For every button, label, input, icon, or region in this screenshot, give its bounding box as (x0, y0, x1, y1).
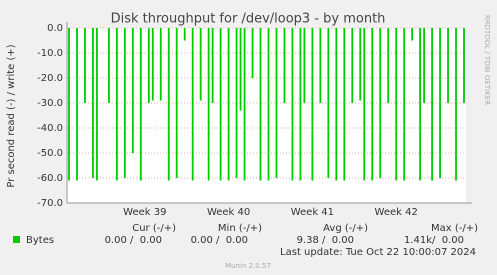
summary-header: Avg (-/+) (323, 223, 368, 234)
bar (239, 28, 242, 111)
last-update: Last update: Tue Oct 22 10:00:07 2024 (280, 247, 476, 258)
summary-value: 9.38 / 0.00 (297, 235, 354, 246)
bar (363, 28, 366, 181)
bar (235, 28, 238, 178)
bar (299, 28, 302, 181)
bar (431, 28, 433, 181)
y-tick-label: -40.0 (37, 123, 63, 134)
bar (291, 28, 294, 181)
bar (455, 28, 457, 181)
bar (183, 28, 186, 41)
bar (419, 28, 422, 181)
bar (319, 28, 322, 103)
y-tick-label: -10.0 (37, 48, 63, 59)
y-axis-label: Pr second read (-) / write (+) (6, 44, 17, 187)
summary-value: 1.41k/ 0.00 (404, 235, 464, 246)
bar (151, 28, 154, 101)
bar (131, 28, 134, 153)
y-tick-label: -30.0 (37, 98, 63, 109)
bar (199, 28, 202, 101)
bar (411, 28, 414, 41)
bar (343, 28, 346, 181)
bar (423, 28, 426, 103)
bar (76, 28, 78, 181)
bar (167, 28, 170, 181)
bar (123, 28, 126, 178)
bar (303, 28, 306, 103)
bar (68, 28, 70, 181)
bar (175, 28, 178, 178)
bar (351, 28, 354, 103)
legend-swatch (13, 236, 20, 243)
y-tick-label: -60.0 (37, 173, 63, 184)
summary-header: Min (-/+) (218, 223, 262, 234)
bar (219, 28, 222, 181)
bar (275, 28, 278, 178)
bar (211, 28, 214, 103)
x-tick-label: Week 41 (291, 207, 334, 218)
bar (335, 28, 338, 181)
summary-header: Cur (-/+) (132, 223, 176, 234)
bar (92, 28, 94, 178)
bar (311, 28, 314, 181)
bar (84, 28, 86, 103)
bar (403, 28, 406, 181)
bar (115, 28, 118, 181)
side-text: RRDTOOL / TOBI OETIKER (483, 15, 491, 105)
bar (107, 28, 110, 103)
summary-value: 0.00 / 0.00 (105, 235, 162, 246)
y-tick-label: -70.0 (37, 198, 63, 209)
footer: Munin 2.0.57 (225, 262, 271, 270)
bar (159, 28, 162, 101)
bar (395, 28, 398, 181)
bar (243, 28, 246, 181)
legend-label: Bytes (26, 235, 54, 246)
bar (139, 28, 142, 181)
bar (96, 28, 98, 181)
bar (227, 28, 230, 181)
y-tick-label: -20.0 (37, 73, 63, 84)
bar (447, 28, 449, 103)
bar (463, 28, 465, 103)
bar (251, 28, 254, 78)
bar (259, 28, 262, 181)
x-tick-label: Week 42 (375, 207, 418, 218)
bar (147, 28, 150, 103)
bar (327, 28, 330, 178)
y-tick-label: -50.0 (37, 148, 63, 159)
x-tick-label: Week 39 (123, 207, 166, 218)
chart-title: Disk throughput for /dev/loop3 - by mont… (111, 12, 386, 27)
bar (439, 28, 441, 178)
bar (371, 28, 374, 181)
x-tick-label: Week 40 (207, 207, 250, 218)
bar (359, 28, 362, 101)
y-tick-label: 0.0 (47, 23, 63, 34)
summary-header: Max (-/+) (431, 223, 478, 234)
bar (267, 28, 270, 181)
bar (379, 28, 382, 178)
bar (387, 28, 390, 103)
bar (283, 28, 286, 103)
bar (207, 28, 210, 181)
summary-value: 0.00 / 0.00 (191, 235, 248, 246)
plot-area (67, 28, 466, 203)
bar (191, 28, 194, 181)
